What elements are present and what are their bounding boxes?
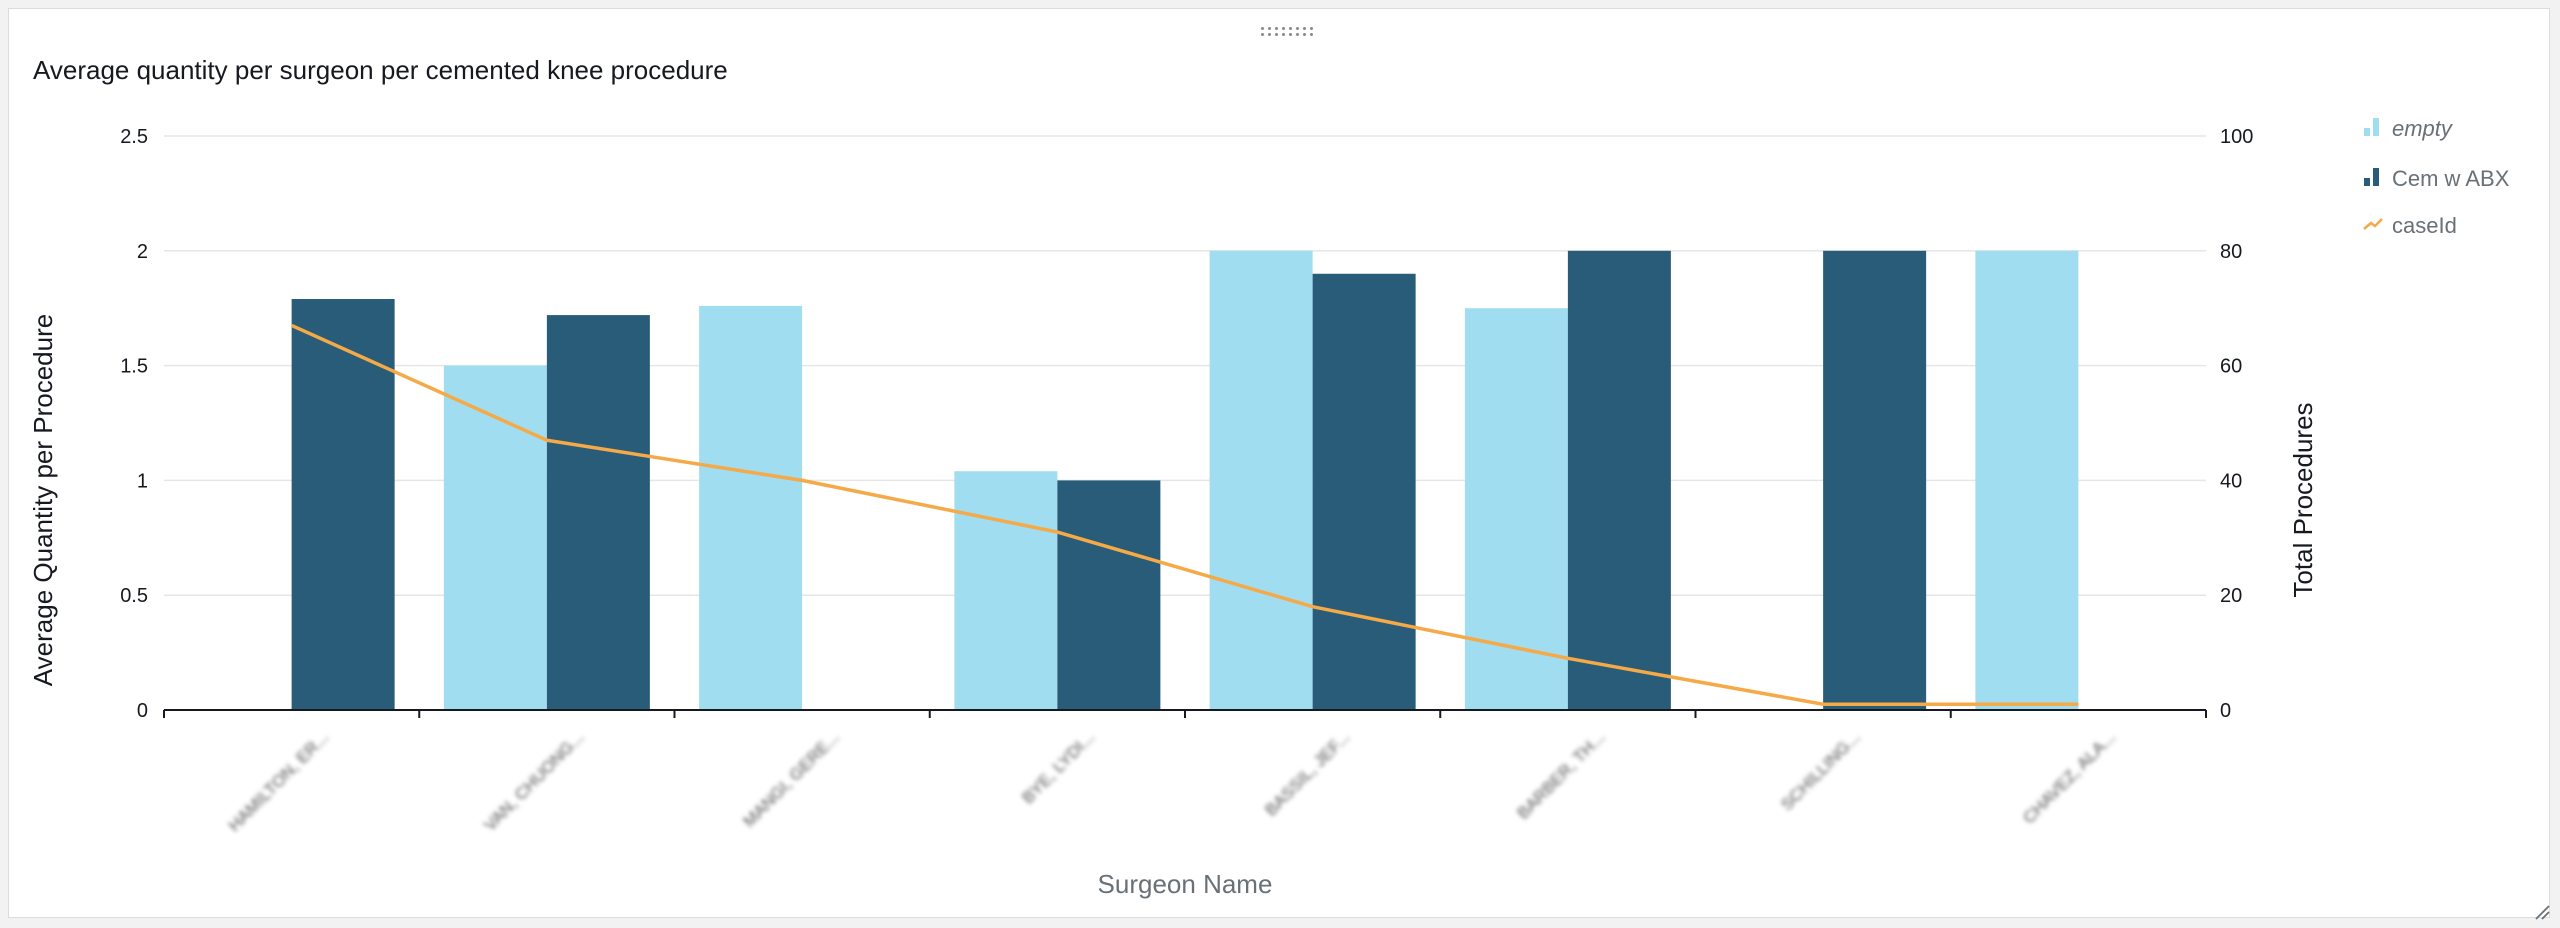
drag-dot bbox=[1289, 27, 1292, 30]
legend-swatch-cem-w-abx bbox=[2364, 178, 2370, 186]
legend-swatch-empty bbox=[2364, 128, 2370, 136]
bar-empty bbox=[443, 365, 547, 710]
x-tick-label: BYE, LYDI... bbox=[1018, 727, 1098, 807]
x-tick-label: BASSIL, JEF... bbox=[1261, 727, 1353, 819]
bar-cem-w-abx bbox=[1823, 250, 1927, 711]
legend-swatch-cem-w-abx bbox=[2373, 168, 2379, 186]
x-tick-label: VAN, CHUONG... bbox=[480, 727, 587, 834]
visual-panel: Average quantity per surgeon per cemente… bbox=[8, 8, 2551, 921]
x-tick-label: HAMILTON, ER... bbox=[225, 727, 333, 835]
bar-empty bbox=[1975, 250, 2079, 711]
bar-cem-w-abx bbox=[546, 315, 650, 710]
y2-tick-label: 60 bbox=[2220, 356, 2242, 378]
drag-dot bbox=[1282, 27, 1285, 30]
y-tick-label: 0.5 bbox=[120, 585, 148, 607]
line-series-caseid bbox=[290, 323, 2079, 707]
y2-tick-label: 40 bbox=[2220, 470, 2242, 492]
legend-label-caseid: caseId bbox=[2392, 213, 2457, 238]
bar-empty bbox=[699, 305, 803, 710]
legend-label-empty: empty bbox=[2392, 116, 2454, 141]
drag-dot bbox=[1310, 27, 1313, 30]
legend-swatch-empty bbox=[2373, 118, 2379, 136]
bar-cem-w-abx bbox=[291, 299, 395, 710]
drag-handle-icon[interactable] bbox=[1261, 27, 1317, 41]
drag-dot bbox=[1289, 33, 1292, 36]
y2-tick-label: 80 bbox=[2220, 241, 2242, 263]
drag-dot bbox=[1261, 33, 1264, 36]
y-axis-title: Average Quantity per Procedure bbox=[28, 314, 58, 686]
resize-corner-icon[interactable] bbox=[2533, 903, 2551, 921]
legend-label-cem-w-abx: Cem w ABX bbox=[2392, 166, 2510, 191]
legend-swatch-caseid bbox=[2363, 218, 2383, 230]
y2-axis-title: Total Procedures bbox=[2288, 402, 2318, 597]
x-tick-label: CHAVEZ, ALA... bbox=[2019, 727, 2119, 827]
drag-dot bbox=[1296, 27, 1299, 30]
drag-dot bbox=[1268, 27, 1271, 30]
drag-dot bbox=[1303, 33, 1306, 36]
y-tick-label: 2 bbox=[137, 241, 148, 263]
x-axis-title: Surgeon Name bbox=[1098, 869, 1273, 899]
bar-cem-w-abx bbox=[1057, 480, 1161, 710]
bar-empty bbox=[1464, 308, 1568, 710]
x-tick-label: MANGI, GERE... bbox=[739, 727, 843, 831]
drag-dot bbox=[1303, 27, 1306, 30]
bar-empty bbox=[954, 471, 1058, 710]
chart-title: Average quantity per surgeon per cemente… bbox=[33, 55, 728, 85]
y-tick-label: 1 bbox=[137, 470, 148, 492]
drag-dot bbox=[1282, 33, 1285, 36]
drag-dot bbox=[1310, 33, 1313, 36]
bar-empty bbox=[1209, 250, 1313, 711]
y-tick-label: 1.5 bbox=[120, 356, 148, 378]
y-tick-label: 2.5 bbox=[120, 126, 148, 148]
y-tick-label: 0 bbox=[137, 700, 148, 722]
drag-dot bbox=[1296, 33, 1299, 36]
x-tick-label: SCHILLING... bbox=[1777, 727, 1864, 814]
drag-dot bbox=[1261, 27, 1264, 30]
bar-cem-w-abx bbox=[1312, 273, 1416, 710]
drag-dot bbox=[1275, 33, 1278, 36]
y2-tick-label: 0 bbox=[2220, 700, 2231, 722]
drag-dot bbox=[1268, 33, 1271, 36]
drag-dot bbox=[1275, 27, 1278, 30]
x-tick-label: BARBER, TH... bbox=[1513, 727, 1608, 822]
y2-tick-label: 20 bbox=[2220, 585, 2242, 607]
y2-tick-label: 100 bbox=[2220, 126, 2253, 148]
bar-cem-w-abx bbox=[1567, 250, 1671, 711]
